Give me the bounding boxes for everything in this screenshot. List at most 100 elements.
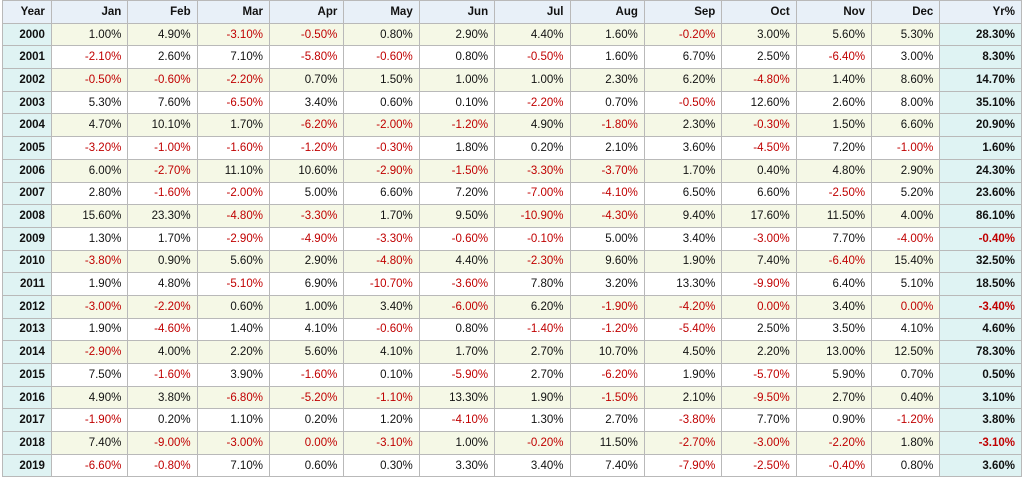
month-return-cell: -0.20%: [643, 22, 723, 47]
table-row: 2002 -0.50% -0.60% -2.20% 0.70% 1.50% 1.00% 1.0…: [2, 68, 1022, 92]
month-return-cell: -6.50%: [196, 90, 270, 115]
month-return-cell: 0.60%: [196, 294, 270, 319]
month-return-cell: -2.70%: [643, 431, 723, 455]
month-return-cell: 2.30%: [643, 113, 723, 138]
month-return-cell: -3.30%: [268, 204, 345, 228]
month-return-cell: 0.00%: [268, 431, 345, 455]
month-return-cell: -4.20%: [643, 294, 723, 319]
month-return-cell: 4.40%: [418, 249, 496, 274]
month-return-cell: -3.10%: [196, 22, 270, 47]
month-return-cell: -5.40%: [643, 317, 723, 342]
month-return-cell: -0.60%: [127, 68, 198, 92]
month-return-cell: -1.60%: [268, 363, 345, 387]
column-header-year: Year: [2, 0, 52, 24]
month-return-cell: 5.00%: [268, 181, 345, 206]
month-return-cell: 1.60%: [569, 22, 645, 47]
month-return-cell: 5.30%: [50, 90, 129, 115]
month-return-cell: 7.80%: [494, 272, 571, 296]
year-cell: 2005: [2, 136, 52, 160]
yearly-total-cell: -3.40%: [939, 294, 1022, 319]
month-return-cell: 0.40%: [721, 158, 797, 183]
month-return-cell: -0.60%: [343, 317, 420, 342]
month-return-cell: -1.10%: [343, 385, 420, 410]
month-return-cell: -3.80%: [643, 408, 723, 433]
month-return-cell: -5.70%: [721, 363, 797, 387]
month-return-cell: 7.60%: [127, 90, 198, 115]
month-return-cell: 5.30%: [871, 22, 941, 47]
year-cell: 2015: [2, 363, 52, 387]
table-row: 2005 -3.20% -1.00% -1.60% -1.20% -0.30% 1.80% 0…: [2, 136, 1022, 160]
year-cell: 2019: [2, 453, 52, 478]
column-header-jun: Jun: [418, 0, 496, 24]
month-return-cell: 2.80%: [50, 181, 129, 206]
month-return-cell: 6.40%: [795, 272, 873, 296]
month-return-cell: 2.70%: [494, 340, 571, 364]
month-return-cell: 5.00%: [569, 226, 645, 251]
year-cell: 2016: [2, 385, 52, 410]
year-cell: 2006: [2, 158, 52, 183]
month-return-cell: 0.20%: [127, 408, 198, 433]
month-return-cell: -4.10%: [569, 181, 645, 206]
column-header-dec: Dec: [871, 0, 941, 24]
month-return-cell: 0.80%: [343, 22, 420, 47]
month-return-cell: 4.90%: [127, 22, 198, 47]
month-return-cell: 4.50%: [643, 340, 723, 364]
month-return-cell: -2.20%: [196, 68, 270, 92]
month-return-cell: 3.60%: [643, 136, 723, 160]
month-return-cell: -1.60%: [196, 136, 270, 160]
yearly-total-cell: 3.60%: [939, 453, 1022, 478]
column-header-aug: Aug: [569, 0, 645, 24]
month-return-cell: 0.70%: [871, 363, 941, 387]
month-return-cell: 1.40%: [795, 68, 873, 92]
month-return-cell: 4.90%: [494, 113, 571, 138]
month-return-cell: -3.60%: [418, 272, 496, 296]
table-row: 2012 -3.00% -2.20% 0.60% 1.00% 3.40% -6.00% 6.2…: [2, 294, 1022, 319]
month-return-cell: -1.90%: [569, 294, 645, 319]
month-return-cell: 3.90%: [196, 363, 270, 387]
month-return-cell: 10.60%: [268, 158, 345, 183]
month-return-cell: 4.70%: [50, 113, 129, 138]
table-row: 2016 4.90% 3.80% -6.80% -5.20% -1.10% 13.30% 1.…: [2, 385, 1022, 410]
month-return-cell: 4.80%: [127, 272, 198, 296]
month-return-cell: 2.10%: [569, 136, 645, 160]
month-return-cell: 0.70%: [268, 68, 345, 92]
table-row: 2015 7.50% -1.60% 3.90% -1.60% 0.10% -5.90% 2.7…: [2, 363, 1022, 387]
month-return-cell: -1.20%: [418, 113, 496, 138]
month-return-cell: 0.10%: [343, 363, 420, 387]
month-return-cell: 0.80%: [418, 45, 496, 70]
year-cell: 2014: [2, 340, 52, 364]
month-return-cell: -6.20%: [569, 363, 645, 387]
month-return-cell: -1.40%: [494, 317, 571, 342]
year-cell: 2003: [2, 90, 52, 115]
table-row: 2003 5.30% 7.60% -6.50% 3.40% 0.60% 0.10% -2.20…: [2, 90, 1022, 115]
table-row: 2001 -2.10% 2.60% 7.10% -5.80% -0.60% 0.80% -0.…: [2, 45, 1022, 70]
year-cell: 2011: [2, 272, 52, 296]
month-return-cell: 6.60%: [871, 113, 941, 138]
column-header-feb: Feb: [127, 0, 198, 24]
month-return-cell: -1.00%: [127, 136, 198, 160]
month-return-cell: 1.30%: [494, 408, 571, 433]
month-return-cell: -3.00%: [196, 431, 270, 455]
month-return-cell: 1.00%: [418, 68, 496, 92]
month-return-cell: -4.10%: [418, 408, 496, 433]
month-return-cell: -0.30%: [343, 136, 420, 160]
month-return-cell: -1.00%: [871, 136, 941, 160]
yearly-total-cell: 0.50%: [939, 363, 1022, 387]
month-return-cell: 11.50%: [795, 204, 873, 228]
yearly-total-cell: 86.10%: [939, 204, 1022, 228]
month-return-cell: -6.20%: [268, 113, 345, 138]
month-return-cell: -1.20%: [569, 317, 645, 342]
month-return-cell: 5.60%: [795, 22, 873, 47]
table-row: 2004 4.70% 10.10% 1.70% -6.20% -2.00% -1.20% 4.…: [2, 113, 1022, 138]
month-return-cell: 1.90%: [643, 363, 723, 387]
month-return-cell: -4.60%: [127, 317, 198, 342]
month-return-cell: -10.90%: [494, 204, 571, 228]
month-return-cell: 7.40%: [50, 431, 129, 455]
month-return-cell: -1.50%: [418, 158, 496, 183]
yearly-total-cell: -3.10%: [939, 431, 1022, 455]
month-return-cell: 2.20%: [721, 340, 797, 364]
month-return-cell: 3.30%: [418, 453, 496, 478]
month-return-cell: -2.20%: [494, 90, 571, 115]
month-return-cell: 3.40%: [643, 226, 723, 251]
